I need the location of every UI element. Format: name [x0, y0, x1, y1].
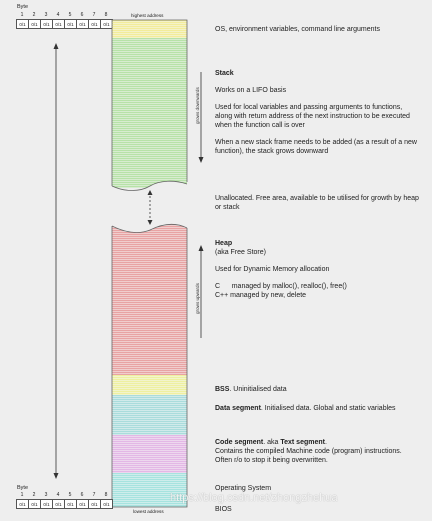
- byte-number: 2: [32, 12, 36, 18]
- heap-segment: [112, 222, 187, 375]
- bss-segment: [112, 375, 187, 395]
- bit-cell: 0/1: [28, 19, 40, 29]
- bios-description: BIOS: [215, 505, 420, 514]
- heap-description: Heap (aka Free Store) Used for Dynamic M…: [215, 239, 420, 300]
- bss-text: . Uninitialised data: [229, 386, 287, 393]
- data-title: Data segment: [215, 405, 261, 412]
- bit-cell: 0/1: [76, 499, 88, 509]
- code-title: Code segment: [215, 439, 264, 446]
- byte-number: 3: [44, 492, 48, 498]
- data-text: . Initialised data. Global and static va…: [260, 405, 396, 412]
- stack-segment: [112, 38, 187, 188]
- heap-wave-edge: [112, 216, 187, 233]
- byte-number: 4: [56, 12, 60, 18]
- byte-number: 1: [20, 492, 24, 498]
- byte-number: 5: [68, 492, 72, 498]
- bit-cell: 0/1: [100, 499, 113, 509]
- byte-number: 7: [92, 492, 96, 498]
- stack-used-text: Used for local variables and passing arg…: [215, 104, 410, 129]
- data-segment: [112, 395, 187, 435]
- byte-number: 3: [44, 12, 48, 18]
- byte-number: 1: [20, 12, 24, 18]
- bit-cell: 0/1: [88, 19, 100, 29]
- lowest-address-label: lowest address: [133, 509, 164, 514]
- highest-address-label: highest address: [131, 13, 164, 18]
- grows-downwards-label: grows downwards: [195, 87, 200, 124]
- os-bottom-description: Operating System: [215, 484, 420, 493]
- heap-aka-text: (aka Free Store): [215, 249, 266, 256]
- stack-description: Stack Works on a LIFO basis Used for loc…: [215, 69, 420, 156]
- text-segment-title: Text segment: [280, 439, 325, 446]
- byte-numbers-top: 1 2 3 4 5 6 7 8: [16, 12, 112, 18]
- code-segment: [112, 435, 187, 473]
- bit-cell: 0/1: [64, 499, 76, 509]
- unallocated-text: Unallocated. Free area, available to be …: [215, 195, 419, 211]
- os-bottom-text: Operating System: [215, 485, 272, 492]
- heap-cpp-text: C++ managed by new, delete: [215, 292, 307, 299]
- os-env-description: OS, environment variables, command line …: [215, 25, 420, 34]
- byte-number: 6: [80, 12, 84, 18]
- byte-label-bottom: Byte: [17, 485, 29, 491]
- heap-used-text: Used for Dynamic Memory allocation: [215, 266, 330, 273]
- stack-title: Stack: [215, 70, 234, 77]
- code-rest-text: .: [324, 439, 327, 446]
- byte-number: 2: [32, 492, 36, 498]
- stack-frame-text: When a new stack frame needs to be added…: [215, 139, 417, 155]
- bit-cell: 0/1: [76, 19, 88, 29]
- heap-c-text: C managed by malloc(), realloc(), free(): [215, 283, 347, 290]
- bss-title: BSS: [215, 386, 230, 393]
- bit-cell: 0/1: [52, 499, 64, 509]
- bit-cell: 0/1: [88, 499, 100, 509]
- code-mid-text: . aka: [263, 439, 281, 446]
- bit-cell: 0/1: [40, 499, 52, 509]
- bit-cell: 0/1: [52, 19, 64, 29]
- os-top-segment: [112, 20, 187, 38]
- byte-numbers-bottom: 1 2 3 4 5 6 7 8: [16, 492, 112, 498]
- watermark: https://blog.csdn.net/zhongzhehua: [170, 492, 338, 504]
- byte-number: 5: [68, 12, 72, 18]
- byte-number: 8: [104, 12, 108, 18]
- code-line3: Often r/o to stop it being overwritten.: [215, 457, 328, 464]
- os-env-text: OS, environment variables, command line …: [215, 26, 380, 33]
- os-bottom-segment: [112, 473, 187, 507]
- byte-cells-bottom: 0/1 0/1 0/1 0/1 0/1 0/1 0/1 0/1: [16, 499, 113, 509]
- unallocated-description: Unallocated. Free area, available to be …: [215, 194, 420, 212]
- stack-lifo-text: Works on a LIFO basis: [215, 87, 287, 94]
- heap-title: Heap: [215, 240, 233, 247]
- byte-label-top: Byte: [17, 4, 29, 10]
- bit-cell: 0/1: [28, 499, 40, 509]
- bss-description: BSS. Uninitialised data: [215, 385, 420, 394]
- data-description: Data segment. Initialised data. Global a…: [215, 404, 420, 413]
- grows-upwards-label: grows upwards: [195, 283, 200, 314]
- bit-cell: 0/1: [16, 19, 28, 29]
- bios-text: BIOS: [215, 506, 232, 513]
- byte-number: 4: [56, 492, 60, 498]
- byte-number: 6: [80, 492, 84, 498]
- code-description: Code segment. aka Text segment. Contains…: [215, 438, 420, 465]
- bit-cell: 0/1: [16, 499, 28, 509]
- byte-cells-top: 0/1 0/1 0/1 0/1 0/1 0/1 0/1 0/1: [16, 19, 113, 29]
- bit-cell: 0/1: [40, 19, 52, 29]
- byte-number: 8: [104, 492, 108, 498]
- code-line2: Contains the compiled Machine code (prog…: [215, 448, 402, 455]
- bit-cell: 0/1: [64, 19, 76, 29]
- byte-number: 7: [92, 12, 96, 18]
